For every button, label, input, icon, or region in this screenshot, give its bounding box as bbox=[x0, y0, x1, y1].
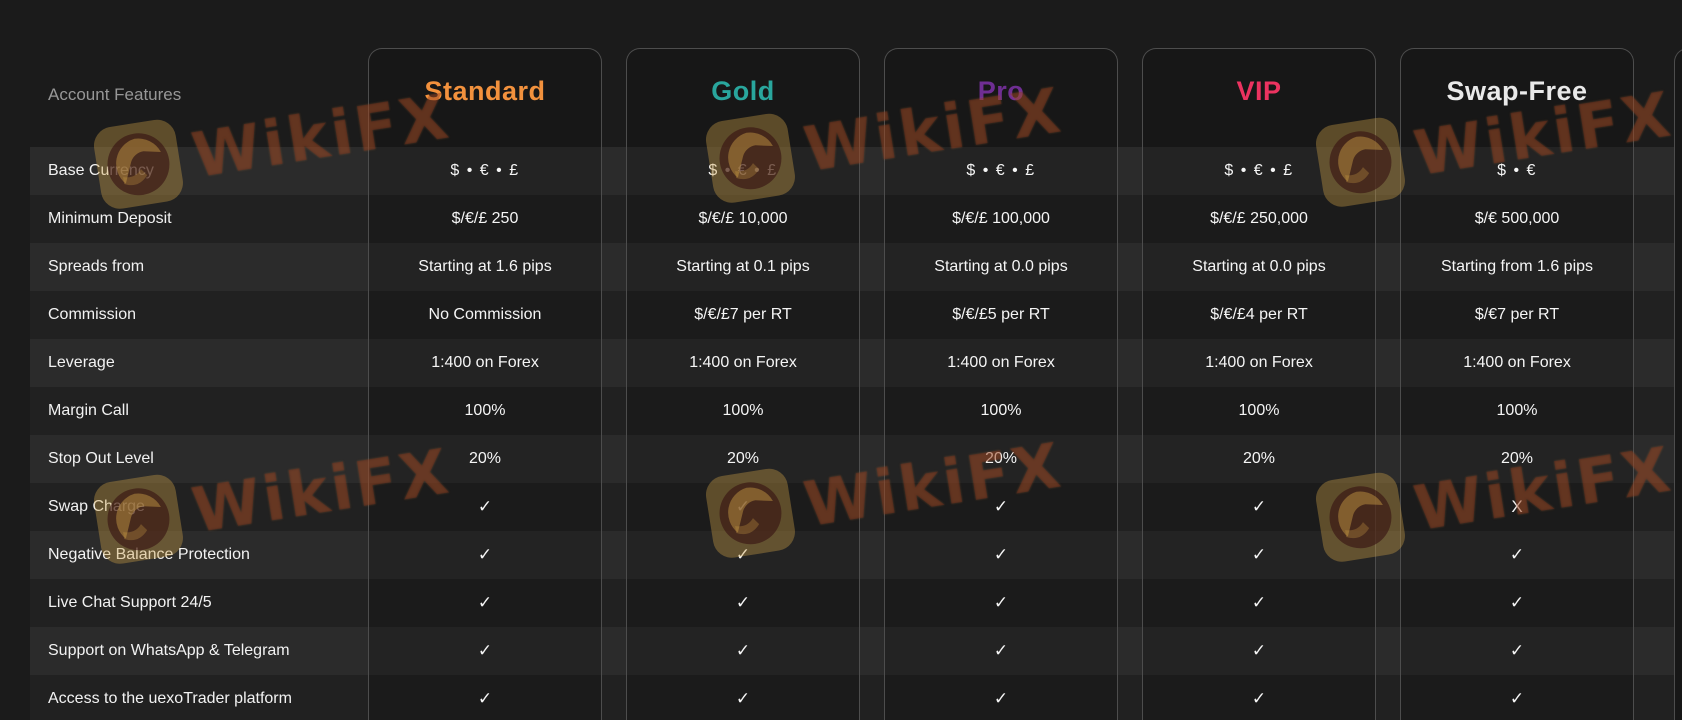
feature-label: Minimum Deposit bbox=[48, 210, 172, 227]
plan-value-cell: 20% bbox=[468, 450, 502, 467]
x-icon: X bbox=[1511, 497, 1523, 516]
check-icon: ✓ bbox=[1509, 689, 1525, 708]
plan-value-cell: Starting at 1.6 pips bbox=[418, 258, 552, 275]
plan-value-cell: $/€/£ 10,000 bbox=[698, 210, 788, 227]
feature-label: Access to the uexoTrader platform bbox=[48, 690, 292, 707]
plan-value-cell: $ • € bbox=[1497, 162, 1537, 179]
plan-value-cell: Starting at 0.0 pips bbox=[1192, 258, 1326, 275]
plan-card-swap-free: Swap-Free bbox=[1400, 48, 1634, 720]
plan-value-cell: $ • € • £ bbox=[1224, 162, 1294, 179]
plan-value-cell: 20% bbox=[726, 450, 760, 467]
check-icon: ✓ bbox=[477, 593, 493, 612]
plan-value-cell: 20% bbox=[1242, 450, 1276, 467]
plan-title: VIP bbox=[1236, 76, 1282, 106]
check-icon: ✓ bbox=[993, 689, 1009, 708]
plan-value-cell: 1:400 on Forex bbox=[1205, 354, 1313, 371]
feature-label: Margin Call bbox=[48, 402, 129, 419]
check-icon: ✓ bbox=[1509, 545, 1525, 564]
plan-value-cell: Starting at 0.1 pips bbox=[676, 258, 810, 275]
check-icon: ✓ bbox=[1509, 641, 1525, 660]
feature-label: Commission bbox=[48, 306, 137, 323]
plan-value-cell: 20% bbox=[984, 450, 1018, 467]
plan-value-cell: Starting at 0.0 pips bbox=[934, 258, 1068, 275]
check-icon: ✓ bbox=[993, 593, 1009, 612]
plan-title: Gold bbox=[711, 76, 775, 106]
plan-value-cell: $/€/£4 per RT bbox=[1210, 306, 1308, 323]
check-icon: ✓ bbox=[1251, 545, 1267, 564]
plan-value-cell: 1:400 on Forex bbox=[1463, 354, 1571, 371]
plan-value-cell: 100% bbox=[1238, 402, 1280, 419]
check-icon: ✓ bbox=[1251, 641, 1267, 660]
plan-value-cell: 100% bbox=[1496, 402, 1538, 419]
feature-label: Swap Charge bbox=[48, 498, 145, 515]
check-icon: ✓ bbox=[477, 545, 493, 564]
plan-value-cell: $/€/£7 per RT bbox=[694, 306, 792, 323]
plan-value-cell: $/€ 500,000 bbox=[1474, 210, 1560, 227]
check-icon: ✓ bbox=[993, 545, 1009, 564]
plan-value-cell: 20% bbox=[1500, 450, 1534, 467]
plan-value-cell: $ • € • £ bbox=[450, 162, 520, 179]
check-icon: ✓ bbox=[993, 641, 1009, 660]
check-icon: ✓ bbox=[1509, 593, 1525, 612]
plan-title: Pro bbox=[977, 76, 1025, 106]
check-icon: ✓ bbox=[477, 689, 493, 708]
plan-value-cell: No Commission bbox=[428, 306, 542, 323]
check-icon: ✓ bbox=[735, 641, 751, 660]
check-icon: ✓ bbox=[477, 497, 493, 516]
check-icon: ✓ bbox=[1251, 497, 1267, 516]
feature-label: Stop Out Level bbox=[48, 450, 154, 467]
check-icon: ✓ bbox=[735, 545, 751, 564]
plan-title: Swap-Free bbox=[1446, 76, 1588, 106]
check-icon: ✓ bbox=[735, 593, 751, 612]
plan-value-cell: $/€/£5 per RT bbox=[952, 306, 1050, 323]
feature-label: Spreads from bbox=[48, 258, 145, 275]
plan-value-cell: Starting from 1.6 pips bbox=[1440, 258, 1594, 275]
feature-label: Live Chat Support 24/5 bbox=[48, 594, 212, 611]
check-icon: ✓ bbox=[1251, 689, 1267, 708]
plan-value-cell: 1:400 on Forex bbox=[947, 354, 1055, 371]
table-corner-label: Account Features bbox=[48, 85, 182, 104]
plan-value-cell: $/€7 per RT bbox=[1474, 306, 1560, 323]
plan-value-cell: $ • € • £ bbox=[708, 162, 778, 179]
plan-value-cell: $/€/£ 250,000 bbox=[1210, 210, 1308, 227]
feature-label: Leverage bbox=[48, 354, 115, 371]
plan-value-cell: 100% bbox=[464, 402, 506, 419]
check-icon: ✓ bbox=[477, 641, 493, 660]
feature-label: Base Currency bbox=[48, 162, 154, 179]
check-icon: ✓ bbox=[735, 689, 751, 708]
plan-card-partial bbox=[1674, 48, 1682, 720]
plan-card-pro: Pro bbox=[884, 48, 1118, 720]
plan-title: Standard bbox=[424, 76, 546, 106]
plan-card-standard: Standard bbox=[368, 48, 602, 720]
plan-value-cell: 1:400 on Forex bbox=[689, 354, 797, 371]
check-icon: ✓ bbox=[1251, 593, 1267, 612]
plan-value-cell: $/€/£ 250 bbox=[451, 210, 519, 227]
plan-value-cell: 100% bbox=[722, 402, 764, 419]
feature-label: Support on WhatsApp & Telegram bbox=[48, 642, 290, 659]
feature-label: Negative Balance Protection bbox=[48, 546, 250, 563]
plan-value-cell: $/€/£ 100,000 bbox=[952, 210, 1050, 227]
check-icon: ✓ bbox=[735, 497, 751, 516]
plan-value-cell: 100% bbox=[980, 402, 1022, 419]
plan-value-cell: $ • € • £ bbox=[966, 162, 1036, 179]
check-icon: ✓ bbox=[993, 497, 1009, 516]
plan-value-cell: 1:400 on Forex bbox=[431, 354, 539, 371]
